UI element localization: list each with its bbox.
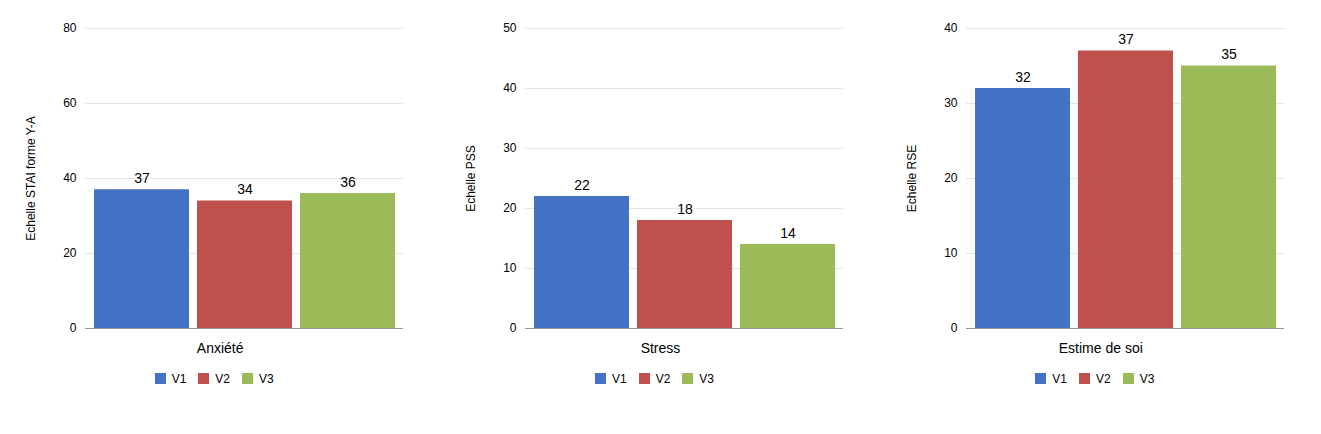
svg-text:14: 14 bbox=[781, 225, 797, 241]
svg-text:0: 0 bbox=[70, 321, 77, 335]
html-text:V1: V1 bbox=[612, 371, 627, 386]
html-text:V2: V2 bbox=[215, 371, 230, 386]
html-text:V2: V2 bbox=[1096, 371, 1111, 386]
html-text:V3: V3 bbox=[699, 371, 714, 386]
svg-text:40: 40 bbox=[944, 21, 958, 35]
html-text:V1: V1 bbox=[1052, 371, 1067, 386]
svg-text:37: 37 bbox=[134, 170, 150, 186]
svg-text:20: 20 bbox=[944, 171, 958, 185]
svg-text:0: 0 bbox=[510, 321, 517, 335]
svg-text:10: 10 bbox=[504, 261, 518, 275]
svg-text:40: 40 bbox=[504, 81, 518, 95]
html-text:V2: V2 bbox=[655, 371, 671, 386]
svg-text:30: 30 bbox=[944, 96, 958, 110]
svg-text:40: 40 bbox=[63, 171, 77, 185]
svg-text:36: 36 bbox=[340, 174, 356, 190]
svg-text:20: 20 bbox=[504, 201, 518, 215]
svg-text:50: 50 bbox=[504, 21, 518, 35]
svg-text:32: 32 bbox=[1015, 69, 1031, 85]
svg-text:60: 60 bbox=[63, 96, 77, 110]
html-text:Anxiété: Anxiété bbox=[196, 340, 244, 356]
svg-text:0: 0 bbox=[951, 321, 958, 335]
svg-text:Echelle RSE: Echelle RSE bbox=[905, 145, 919, 212]
svg-text:30: 30 bbox=[504, 141, 518, 155]
svg-text:80: 80 bbox=[63, 21, 77, 35]
svg-text:10: 10 bbox=[944, 246, 958, 260]
html-text:V1: V1 bbox=[171, 371, 187, 386]
html-text:V3: V3 bbox=[259, 371, 274, 386]
html-text:V3: V3 bbox=[1139, 371, 1155, 386]
svg-text:20: 20 bbox=[63, 246, 77, 260]
svg-text:22: 22 bbox=[575, 177, 591, 193]
svg-text:Echelle STAI forme Y-A: Echelle STAI forme Y-A bbox=[24, 116, 38, 241]
svg-text:34: 34 bbox=[237, 181, 253, 197]
svg-text:Echelle PSS: Echelle PSS bbox=[465, 145, 479, 212]
svg-text:35: 35 bbox=[1221, 46, 1237, 62]
html-text:Stress: Stress bbox=[640, 340, 681, 356]
svg-text:37: 37 bbox=[1118, 31, 1134, 47]
html-text:Estime de soi: Estime de soi bbox=[1058, 340, 1143, 356]
svg-text:18: 18 bbox=[678, 201, 694, 217]
